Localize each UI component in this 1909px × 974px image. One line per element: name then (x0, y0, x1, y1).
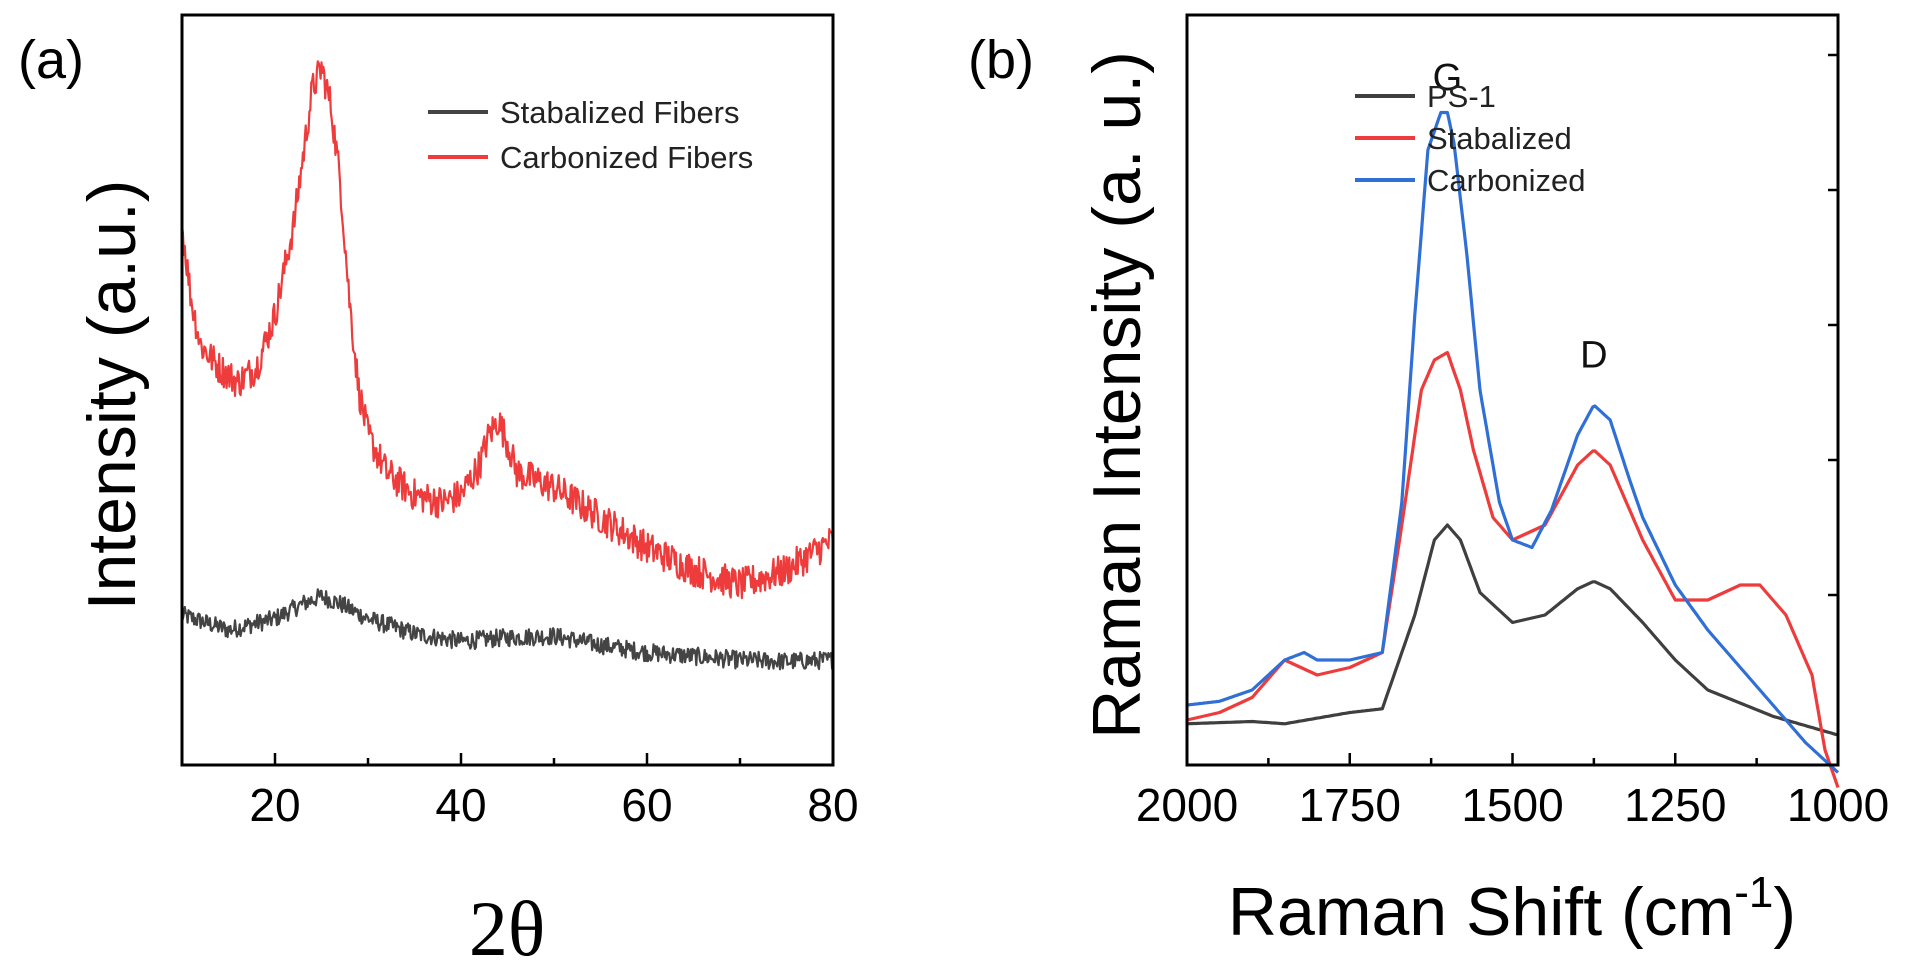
x-tick-label-20: 20 (249, 779, 300, 831)
legend-label: Carbonized Fibers (500, 140, 753, 175)
panel-b-x-label: Raman Shift (cm-1) (1228, 868, 1796, 950)
panel-b-x-label-superscript: -1 (1734, 868, 1773, 917)
panel-b-series (1186, 110, 1840, 789)
panel-a-x-ticks: 20 40 60 80 (180, 753, 859, 831)
panel-b-annotations: GD (1433, 57, 1608, 377)
panel-a-legend: Stabalized Fibers Carbonized Fibers (428, 95, 753, 175)
series-line-carbonized (1186, 110, 1840, 774)
x-tick-label-1750: 1750 (1299, 779, 1401, 831)
panel-b-y-ticks (1828, 53, 1838, 597)
peak-label-g: G (1433, 57, 1463, 99)
peak-label-d: D (1580, 335, 1607, 377)
x-tick-label-60: 60 (621, 779, 672, 831)
panel-b: (b) 2000 1750 1500 1250 1000 Raman Intensity… (968, 13, 1889, 950)
panel-a-y-label: Intensity (a.u.) (74, 180, 150, 611)
legend-label: PS-1 (1427, 79, 1496, 114)
panel-a: (a) 20 40 60 80 Intensity (a.u.) 2θ Stabali… (18, 13, 859, 972)
series-line-carbonized-fibers (180, 60, 835, 600)
series-line-ps-1 (1186, 523, 1839, 737)
panel-label-a: (a) (18, 30, 84, 90)
x-tick-label-2000: 2000 (1136, 779, 1238, 831)
legend-label: Stabalized (1427, 121, 1572, 156)
panel-a-series (180, 60, 835, 671)
panel-b-legend: PS-1 Stabalized Carbonized (1355, 79, 1586, 198)
series-line-stabalized-fibers (180, 588, 834, 671)
x-tick-label-40: 40 (435, 779, 486, 831)
x-tick-label-1500: 1500 (1461, 779, 1563, 831)
panel-a-frame (180, 13, 835, 767)
panel-b-y-label: Raman Intensity (a. u.) (1079, 51, 1155, 739)
x-tick-label-1000: 1000 (1787, 779, 1889, 831)
panel-a-x-label: 2θ (469, 885, 545, 972)
panel-b-x-ticks: 2000 1750 1500 1250 1000 (1136, 753, 1889, 831)
x-tick-label-1250: 1250 (1624, 779, 1726, 831)
panel-b-x-label-suffix: ) (1773, 874, 1796, 950)
x-tick-label-80: 80 (807, 779, 858, 831)
panel-label-b: (b) (968, 30, 1034, 90)
panel-b-x-label-main: Raman Shift (cm (1228, 874, 1734, 950)
legend-label: Carbonized (1427, 163, 1586, 198)
legend-label: Stabalized Fibers (500, 95, 740, 130)
